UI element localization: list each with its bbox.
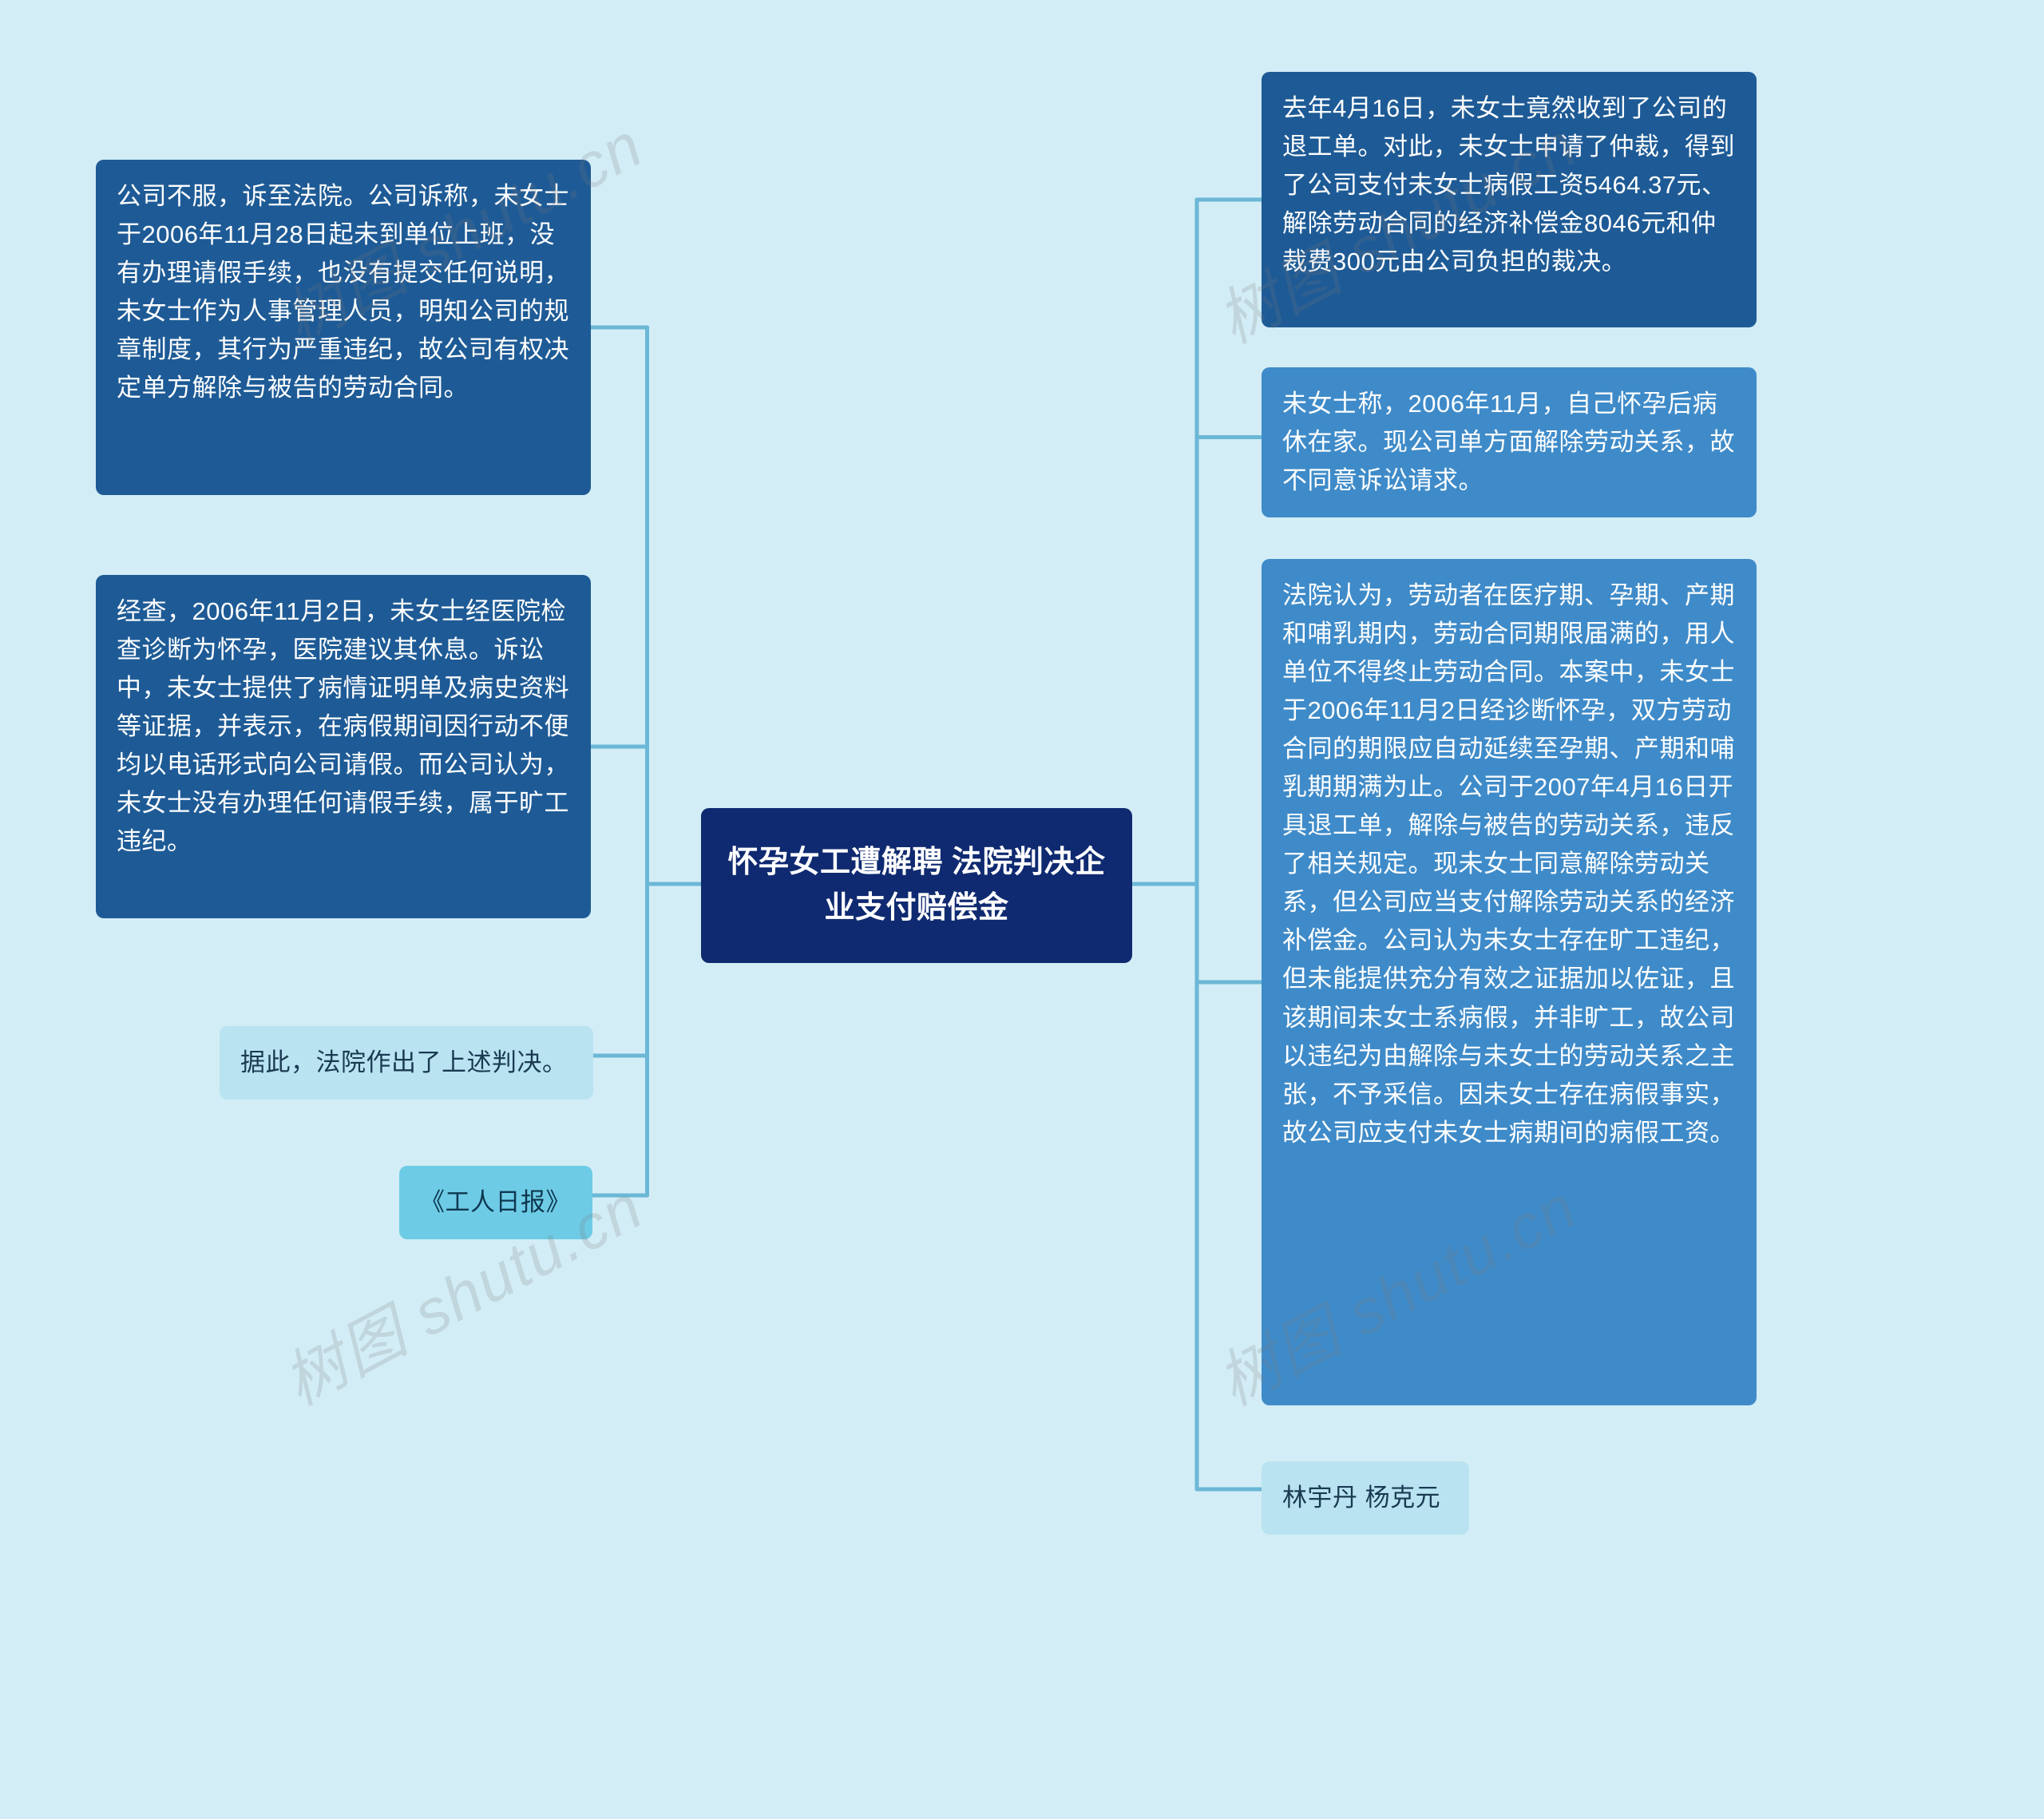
right-node-2: 法院认为，劳动者在医疗期、孕期、产期和哺乳期内，劳动合同期限届满的，用人单位不得… [1262,559,1757,1405]
left-node-1: 经查，2006年11月2日，未女士经医院检查诊断为怀孕，医院建议其休息。诉讼中，… [96,575,591,918]
left-node-3: 《工人日报》 [399,1166,592,1239]
center-node: 怀孕女工遭解聘 法院判决企业支付赔偿金 [701,808,1132,963]
right-node-1: 未女士称，2006年11月，自己怀孕后病休在家。现公司单方面解除劳动关系，故不同… [1262,367,1757,517]
left-node-2: 据此，法院作出了上述判决。 [220,1026,593,1100]
right-node-0: 去年4月16日，未女士竟然收到了公司的退工单。对此，未女士申请了仲裁，得到了公司… [1262,72,1757,327]
mindmap-canvas: 怀孕女工遭解聘 法院判决企业支付赔偿金 去年4月16日，未女士竟然收到了公司的退工… [0,0,2044,1819]
left-node-0: 公司不服，诉至法院。公司诉称，未女士于2006年11月28日起未到单位上班，没有… [96,160,591,495]
right-node-3: 林宇丹 杨克元 [1262,1461,1469,1535]
